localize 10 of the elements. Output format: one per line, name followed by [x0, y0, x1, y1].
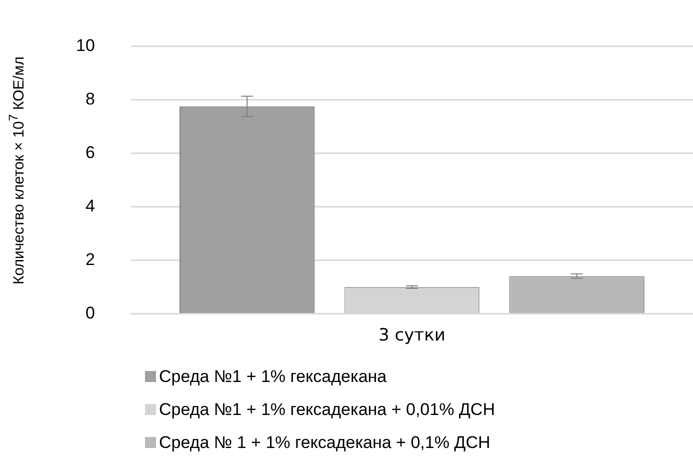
y-tick-label: 0: [85, 303, 95, 322]
y-tick-label: 10: [76, 36, 95, 55]
y-tick-label: 4: [85, 196, 95, 216]
y-tick-label: 6: [85, 142, 95, 162]
legend-label: Среда № 1 + 1% гексадекана + 0,1% ДСН: [159, 432, 490, 452]
y-tick-label: 8: [85, 89, 95, 108]
legend-label: Среда №1 + 1% гексадекана + 0,01% ДСН: [159, 400, 495, 420]
legend-label: Среда №1 + 1% гексадекана: [159, 366, 387, 386]
x-tick-label: 3 сутки: [378, 325, 446, 346]
y-tick-label: 2: [85, 250, 95, 269]
